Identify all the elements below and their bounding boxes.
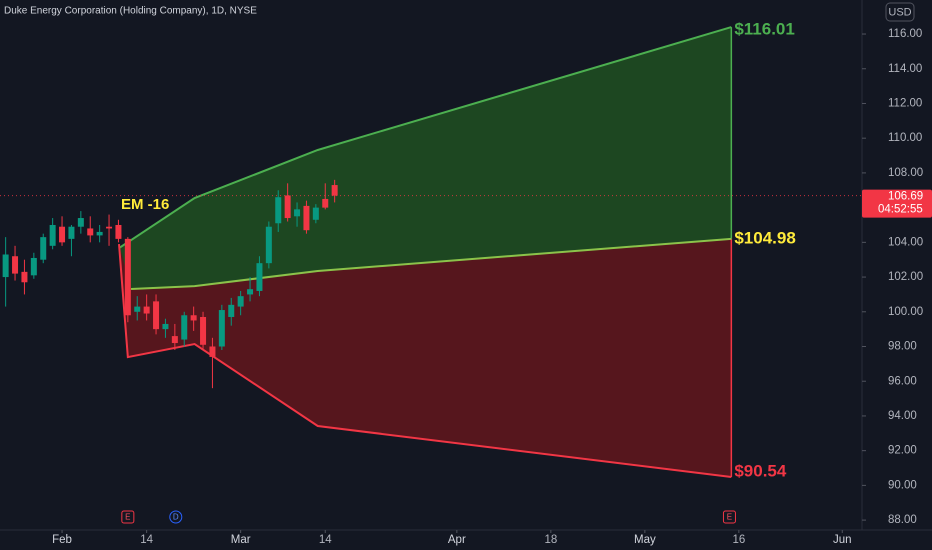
x-tick-label: Apr xyxy=(448,534,466,546)
candle-body xyxy=(312,207,319,220)
candle-body xyxy=(21,271,28,283)
middle-line xyxy=(130,237,732,291)
currency[interactable]: USD xyxy=(888,6,911,18)
y-tick-label: 114.00 xyxy=(888,63,922,75)
candle-body xyxy=(40,237,47,260)
em-annotation: EM -16 xyxy=(121,196,169,213)
candle-body xyxy=(12,256,19,274)
y-tick-label: 90.00 xyxy=(888,479,917,491)
candle-body xyxy=(218,310,225,347)
candle-body xyxy=(294,209,301,217)
y-tick-label: 112.00 xyxy=(888,97,922,109)
candle-body xyxy=(162,323,169,330)
candle-body xyxy=(181,315,188,340)
x-tick-label: May xyxy=(634,534,656,546)
candle-body xyxy=(96,231,103,236)
y-tick-label: 96.00 xyxy=(888,375,917,387)
candle-body xyxy=(49,224,56,246)
candle-body xyxy=(200,316,207,345)
candle-body xyxy=(322,198,329,208)
candle-body xyxy=(153,301,160,330)
last-price-label: 106.69 xyxy=(888,191,923,203)
y-tick-label: 94.00 xyxy=(888,410,917,422)
candle-body xyxy=(256,263,263,291)
candle-body xyxy=(134,306,141,312)
event-label: D xyxy=(173,513,179,522)
candle-body xyxy=(143,306,150,314)
candle-body xyxy=(209,346,216,357)
candle-body xyxy=(265,226,272,264)
candle-body xyxy=(68,226,75,239)
upper-annotation: $116.01 xyxy=(734,20,795,39)
candle-body xyxy=(30,257,37,276)
candle-body xyxy=(59,226,66,243)
candle-body xyxy=(87,228,94,236)
candle-body xyxy=(115,224,122,239)
candle-body xyxy=(247,289,254,295)
event-label: E xyxy=(727,513,732,522)
candle-body xyxy=(190,315,197,321)
event-label: E xyxy=(125,513,130,522)
lower-line xyxy=(118,244,732,479)
x-tick-label: 14 xyxy=(319,534,332,546)
middle-annotation: $104.98 xyxy=(734,228,795,247)
upper-line xyxy=(118,26,732,249)
x-tick-label: Jun xyxy=(833,534,852,546)
candle-body xyxy=(228,304,235,317)
candle-body xyxy=(106,226,113,229)
event-marker xyxy=(722,510,736,524)
candle-body xyxy=(237,296,244,307)
candle-body xyxy=(2,254,9,278)
last-price-box xyxy=(862,189,932,218)
event-marker xyxy=(121,510,135,524)
y-tick-label: 108.00 xyxy=(888,167,923,179)
candle-body xyxy=(275,197,282,224)
candle-body xyxy=(284,195,291,219)
y-tick-label: 110.00 xyxy=(888,132,922,144)
lower-annotation: $90.54 xyxy=(734,462,787,481)
event-marker xyxy=(169,510,183,524)
x-tick-label: 16 xyxy=(732,534,745,546)
candle-body xyxy=(171,336,178,344)
countdown: 04:52:55 xyxy=(878,204,923,216)
x-tick-label: Mar xyxy=(231,534,251,546)
candle-body xyxy=(124,238,131,316)
y-tick-label: 102.00 xyxy=(888,271,923,283)
candle-body xyxy=(303,205,310,231)
candle-body xyxy=(331,185,338,196)
lower-area xyxy=(119,238,732,478)
x-tick-label: 18 xyxy=(544,534,557,546)
y-tick-label: 104.00 xyxy=(888,236,923,248)
x-tick-label: Feb xyxy=(52,534,72,546)
currency-box[interactable] xyxy=(885,2,915,22)
candle-body xyxy=(77,218,84,227)
y-tick-label: 92.00 xyxy=(888,445,917,457)
y-tick-label: 116.00 xyxy=(888,28,922,40)
x-tick-label: 14 xyxy=(140,534,153,546)
y-tick-label: 98.00 xyxy=(888,341,917,353)
y-tick-label: 88.00 xyxy=(888,514,917,526)
chart-title: Duke Energy Corporation (Holding Company… xyxy=(4,6,257,17)
upper-area xyxy=(119,27,732,290)
y-tick-label: 100.00 xyxy=(888,306,923,318)
